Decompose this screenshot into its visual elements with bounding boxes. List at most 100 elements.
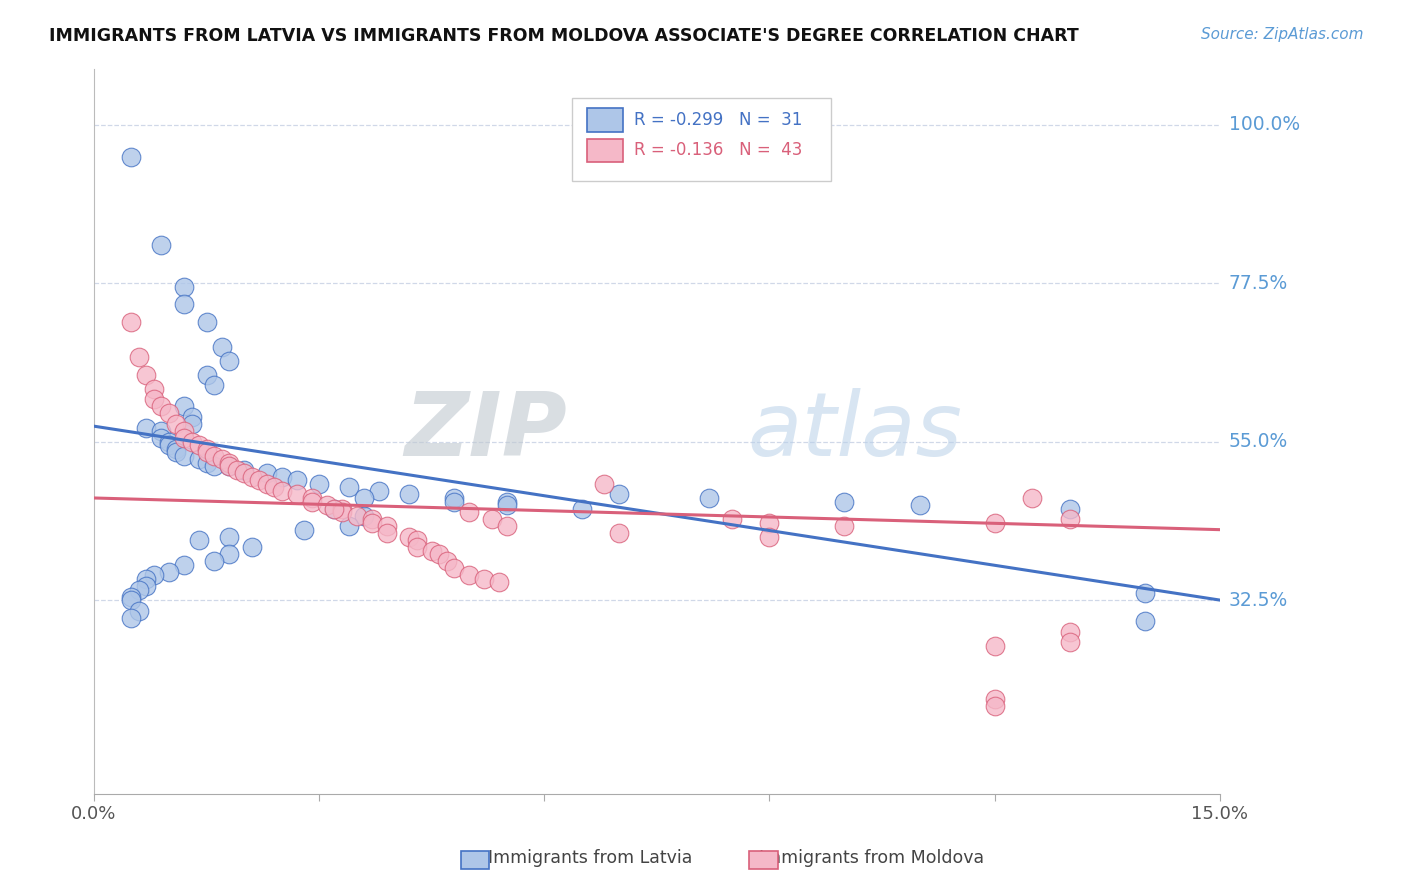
Point — [292, 523, 315, 537]
Point — [173, 297, 195, 311]
Point — [256, 476, 278, 491]
Text: IMMIGRANTS FROM LATVIA VS IMMIGRANTS FROM MOLDOVA ASSOCIATE'S DEGREE CORRELATION: IMMIGRANTS FROM LATVIA VS IMMIGRANTS FRO… — [49, 27, 1078, 45]
Text: Immigrants from Moldova: Immigrants from Moldova — [759, 849, 984, 867]
Point — [218, 530, 240, 544]
Point — [495, 494, 517, 508]
Point — [607, 487, 630, 501]
Point — [150, 424, 173, 438]
Point — [398, 530, 420, 544]
Point — [173, 431, 195, 445]
Point — [240, 541, 263, 555]
Point — [495, 498, 517, 512]
FancyBboxPatch shape — [588, 139, 623, 162]
Point — [173, 400, 195, 414]
Point — [337, 519, 360, 533]
Point — [263, 480, 285, 494]
Point — [202, 459, 225, 474]
Point — [346, 508, 368, 523]
Text: atlas: atlas — [747, 388, 962, 474]
Point — [211, 340, 233, 354]
Point — [571, 501, 593, 516]
Point — [983, 698, 1005, 713]
Point — [1059, 512, 1081, 526]
Point — [699, 491, 721, 505]
Text: 77.5%: 77.5% — [1229, 274, 1288, 293]
Point — [443, 491, 465, 505]
Point — [120, 149, 142, 163]
Point — [135, 368, 157, 382]
Point — [301, 491, 323, 505]
Point — [120, 610, 142, 624]
Point — [285, 474, 308, 488]
Point — [195, 368, 218, 382]
Point — [188, 533, 211, 548]
Point — [218, 353, 240, 368]
Point — [721, 512, 744, 526]
Point — [270, 470, 292, 484]
Point — [427, 547, 450, 561]
Point — [495, 519, 517, 533]
Point — [173, 558, 195, 572]
Point — [1133, 586, 1156, 600]
Text: ZIP: ZIP — [404, 388, 567, 475]
Point — [225, 463, 247, 477]
Text: Source: ZipAtlas.com: Source: ZipAtlas.com — [1201, 27, 1364, 42]
Point — [983, 639, 1005, 653]
Point — [458, 568, 481, 582]
Point — [256, 467, 278, 481]
Point — [983, 691, 1005, 706]
Point — [195, 315, 218, 329]
Point — [195, 445, 218, 459]
Point — [143, 568, 166, 582]
Point — [405, 533, 427, 548]
Point — [593, 476, 616, 491]
Point — [375, 519, 398, 533]
Point — [211, 452, 233, 467]
Point — [758, 530, 780, 544]
Point — [353, 491, 375, 505]
Point — [472, 572, 495, 586]
FancyBboxPatch shape — [572, 97, 831, 181]
Point — [270, 483, 292, 498]
Point — [353, 508, 375, 523]
Point — [337, 480, 360, 494]
Point — [360, 516, 382, 530]
Point — [128, 582, 150, 597]
Point — [157, 565, 180, 579]
Point — [202, 378, 225, 392]
Point — [405, 541, 427, 555]
Point — [128, 350, 150, 364]
Point — [135, 579, 157, 593]
Point — [285, 487, 308, 501]
Point — [323, 501, 346, 516]
Point — [1021, 491, 1043, 505]
Point — [157, 438, 180, 452]
Point — [143, 392, 166, 407]
Point — [443, 561, 465, 575]
Point — [150, 400, 173, 414]
Point — [308, 476, 330, 491]
Point — [488, 575, 510, 590]
Point — [458, 505, 481, 519]
FancyBboxPatch shape — [588, 109, 623, 132]
Point — [758, 516, 780, 530]
Point — [166, 442, 188, 456]
Point — [247, 474, 270, 488]
Text: Immigrants from Latvia: Immigrants from Latvia — [488, 849, 693, 867]
Point — [218, 459, 240, 474]
Point — [120, 593, 142, 607]
Point — [173, 449, 195, 463]
Point — [188, 438, 211, 452]
Point — [330, 501, 353, 516]
Point — [150, 431, 173, 445]
Point — [240, 470, 263, 484]
Point — [1059, 624, 1081, 639]
Point — [180, 417, 202, 431]
Point — [420, 543, 443, 558]
Point — [233, 467, 256, 481]
Point — [120, 315, 142, 329]
Text: 55.0%: 55.0% — [1229, 432, 1288, 451]
Point — [143, 382, 166, 396]
Point — [443, 494, 465, 508]
Point — [233, 463, 256, 477]
